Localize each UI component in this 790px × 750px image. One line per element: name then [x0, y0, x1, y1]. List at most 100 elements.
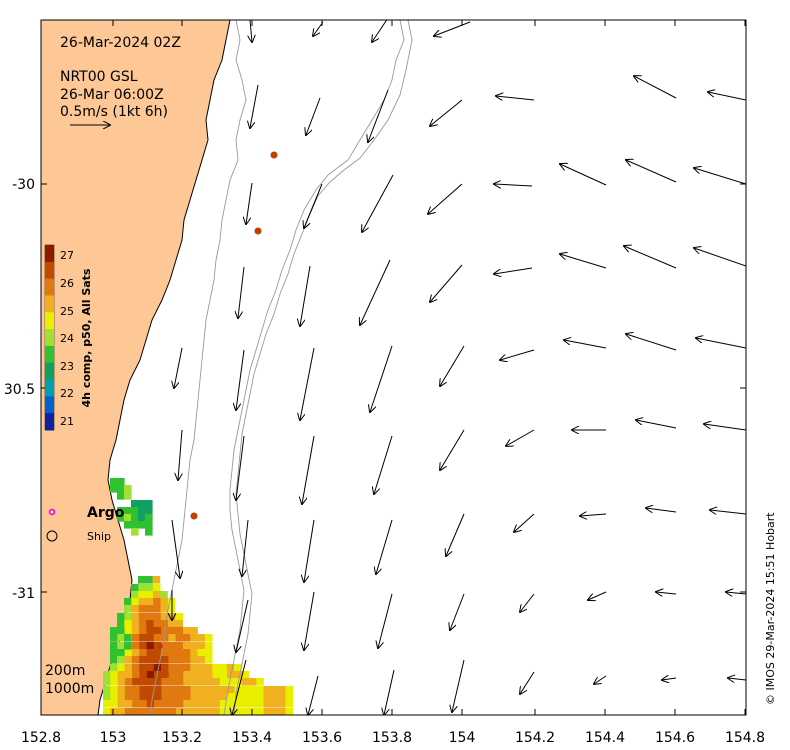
current-arrow: [626, 160, 677, 183]
sst-pixel: [160, 613, 169, 621]
current-arrow: [560, 254, 607, 269]
current-arrow: [372, 20, 388, 42]
sst-pixel: [204, 649, 213, 657]
current-arrow: [246, 182, 253, 224]
current-arrow: [362, 174, 394, 232]
sst-pixel: [168, 620, 176, 628]
sst-pixel: [139, 649, 147, 657]
current-arrow: [452, 659, 465, 712]
colorbar-swatch: [45, 295, 54, 313]
sst-pixel: [212, 678, 221, 686]
sst-pixel: [131, 620, 140, 628]
sst-pixel: [103, 693, 111, 701]
sst-pixel: [278, 686, 286, 694]
sst-pixel: [241, 678, 250, 686]
sst-pixel: [146, 700, 155, 708]
sst-pixel: [190, 708, 199, 715]
sst-pixel: [190, 649, 198, 657]
colorbar: [44, 244, 55, 431]
sst-pixel: [263, 693, 272, 701]
y-tick-label: 30.5: [4, 382, 35, 398]
sst-pixel: [205, 671, 213, 679]
sst-pixel: [117, 656, 125, 664]
sst-pixel: [176, 693, 184, 701]
sst-pixel: [219, 671, 228, 679]
sst-pixel: [139, 627, 147, 635]
sst-pixel: [139, 693, 148, 701]
sst-pixel: [227, 686, 235, 694]
sst-pixel: [161, 678, 169, 686]
sst-pixel: [131, 664, 140, 672]
current-arrow: [440, 429, 465, 470]
sst-pixel: [131, 584, 139, 592]
sst-pixel: [145, 521, 153, 529]
sst-pixel: [161, 700, 169, 708]
sst-pixel: [146, 664, 155, 672]
sst-pixel: [124, 708, 133, 715]
current-arrow: [302, 435, 315, 504]
sst-pixel: [145, 500, 153, 508]
colorbar-swatch: [45, 278, 54, 296]
sst-pixel: [197, 664, 206, 672]
sst-pixel: [270, 693, 279, 701]
sst-pixel: [183, 649, 191, 657]
sst-pixel: [138, 584, 146, 592]
current-arrow: [728, 678, 746, 680]
sst-pixel: [168, 656, 176, 664]
sst-pixel: [219, 693, 228, 701]
sst-pixel: [285, 708, 294, 715]
current-arrow: [430, 264, 463, 302]
x-tick-label: 153.8: [372, 730, 412, 746]
sst-pixel: [161, 649, 169, 657]
sst-pixel: [110, 485, 118, 493]
current-arrow: [360, 259, 391, 325]
sst-pixel: [110, 678, 118, 686]
current-arrow: [564, 340, 607, 349]
sst-pixel: [226, 664, 235, 672]
sst-pixel: [249, 686, 257, 694]
sst-pixel: [197, 656, 206, 664]
sst-pixel: [183, 678, 191, 686]
sst-pixel: [124, 598, 132, 606]
sst-pixel: [168, 700, 177, 708]
current-arrow: [300, 347, 315, 420]
sst-pixel: [154, 678, 162, 686]
sst-pixel: [190, 656, 198, 664]
x-tick-label: 153.6: [302, 730, 342, 746]
sst-pixel: [176, 671, 184, 679]
sst-pixel: [146, 656, 155, 664]
sst-pixel: [145, 528, 153, 536]
sst-pixel: [175, 656, 184, 664]
colorbar-tick-label: 25: [60, 305, 74, 318]
sst-pixel: [124, 613, 132, 621]
sst-pixel: [197, 708, 206, 715]
sst-pixel: [124, 671, 133, 679]
sst-pixel: [153, 627, 162, 635]
sst-pixel: [168, 634, 176, 642]
sst-pixel: [249, 708, 257, 715]
current-arrow: [520, 593, 535, 612]
sst-pixel: [270, 686, 279, 694]
sst-pixel: [124, 514, 132, 522]
current-arrow: [428, 183, 463, 214]
current-arrow: [662, 678, 677, 680]
sst-pixel: [241, 708, 250, 715]
credit-text: © IMOS 29-Mar-2024 15:51 Hobart: [764, 512, 777, 705]
sst-pixel: [145, 584, 154, 592]
current-arrow: [494, 184, 533, 186]
ship-legend-label: Ship: [87, 530, 111, 543]
sst-pixel: [117, 693, 126, 701]
current-arrow: [370, 345, 393, 412]
sst-pixel: [110, 671, 118, 679]
current-arrow: [376, 519, 393, 574]
sst-pixel: [110, 649, 118, 657]
sst-pixel: [205, 708, 213, 715]
sst-pixel: [234, 708, 242, 715]
sst-pixel: [124, 664, 133, 672]
sst-pixel: [154, 671, 162, 679]
sst-pixel: [131, 613, 140, 621]
sst-pixel: [152, 576, 161, 584]
sst-pixel: [212, 708, 221, 715]
sst-pixel: [138, 605, 147, 613]
sst-pixel: [212, 664, 220, 672]
